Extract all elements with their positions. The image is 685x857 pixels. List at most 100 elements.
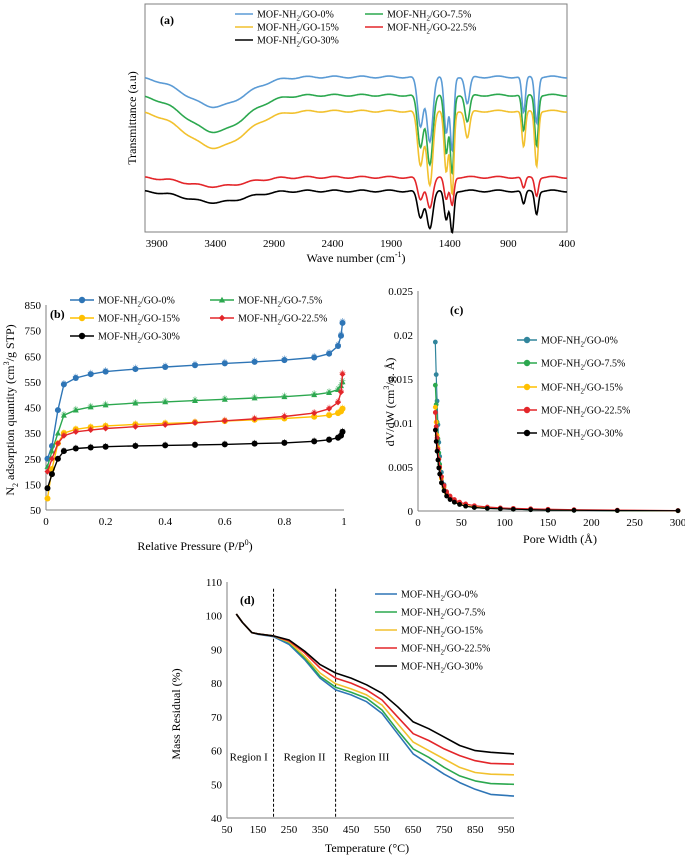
- legend-entry: MOF-NH2/GO-0%: [517, 336, 618, 349]
- data-point: [484, 505, 490, 511]
- series-line: [434, 429, 679, 512]
- data-point: [221, 360, 228, 367]
- x-axis-label-c: Pore Width (Å): [523, 532, 597, 546]
- data-point: [221, 417, 228, 424]
- data-point: [44, 485, 51, 492]
- data-point: [523, 336, 531, 344]
- data-point: [434, 448, 440, 454]
- data-point: [102, 425, 109, 432]
- data-point: [463, 503, 469, 509]
- data-point: [48, 471, 55, 478]
- data-point: [338, 332, 345, 339]
- legend-entry: MOF-NH2/GO-15%: [375, 626, 483, 639]
- chart-b: (b) N2 adsorption quantity (cm3/g STP) R…: [2, 296, 347, 554]
- data-point: [48, 455, 55, 462]
- y-tick-label: 150: [25, 479, 42, 491]
- y-tick-label: 50: [30, 505, 42, 517]
- legend-entry: MOF-NH2/GO-15%: [517, 383, 623, 396]
- data-point: [432, 427, 438, 433]
- x-tick-label: 3400: [204, 238, 227, 250]
- series-line: [235, 613, 515, 755]
- series-line: [144, 109, 567, 197]
- data-point: [311, 354, 318, 361]
- data-point: [78, 314, 86, 322]
- data-point: [102, 401, 109, 408]
- legend-label: MOF-NH2/GO-0%: [98, 296, 175, 309]
- data-point: [523, 383, 531, 391]
- legend-label: MOF-NH2/GO-22.5%: [387, 23, 476, 36]
- data-point: [497, 506, 503, 512]
- data-point: [87, 444, 94, 451]
- data-point: [339, 405, 346, 412]
- data-point: [44, 495, 51, 502]
- data-point: [72, 375, 79, 382]
- data-point: [326, 350, 333, 357]
- data-point: [435, 457, 441, 463]
- x-tick-label: 750: [436, 824, 453, 836]
- y-axis-label-c: dV/dW (cm3/g. Å): [382, 358, 397, 447]
- x-tick-label: 0: [415, 517, 421, 529]
- data-point: [162, 364, 169, 371]
- legend-entry: MOF-NH2/GO-0%: [375, 590, 478, 603]
- data-point: [54, 440, 61, 447]
- data-point: [326, 412, 333, 419]
- legend-label: MOF-NH2/GO-30%: [541, 429, 623, 442]
- x-tick-label: 150: [250, 824, 267, 836]
- x-tick-label: 650: [405, 824, 422, 836]
- data-point: [338, 389, 345, 396]
- legend-entry: MOF-NH2/GO-30%: [517, 429, 623, 442]
- data-point: [87, 371, 94, 378]
- data-point: [311, 438, 318, 445]
- data-point: [132, 400, 139, 406]
- x-tick-label: 450: [343, 824, 360, 836]
- data-point: [311, 391, 318, 398]
- legend-entry: MOF-NH2/GO-15%: [235, 23, 339, 36]
- y-tick-label: 0.015: [388, 374, 413, 386]
- x-tick-label: 150: [540, 517, 557, 529]
- data-point: [72, 445, 79, 452]
- data-point: [60, 448, 67, 455]
- data-point: [162, 421, 169, 428]
- data-point: [523, 359, 531, 367]
- data-point: [54, 455, 61, 462]
- legend-entry: MOF-NH2/GO-22.5%: [365, 23, 476, 36]
- data-point: [433, 439, 439, 444]
- x-tick-label: 0.2: [99, 516, 113, 528]
- x-tick-label: 0.6: [218, 516, 232, 528]
- data-point: [251, 358, 258, 365]
- data-point: [281, 393, 288, 400]
- x-tick-label: 0: [43, 516, 49, 528]
- data-point: [311, 410, 318, 417]
- data-point: [102, 368, 109, 375]
- legend-label: MOF-NH2/GO-22.5%: [541, 406, 630, 419]
- data-point: [614, 508, 620, 513]
- data-point: [433, 372, 439, 377]
- legend-label: MOF-NH2/GO-22.5%: [401, 644, 490, 657]
- y-tick-label: 550: [25, 377, 42, 389]
- x-tick-label: 550: [374, 824, 391, 836]
- plot-frame-a: [144, 3, 568, 233]
- y-tick-label: 750: [25, 326, 42, 338]
- legend-label: MOF-NH2/GO-0%: [401, 590, 478, 603]
- data-point: [545, 507, 551, 513]
- panel-label-d: (d): [240, 593, 255, 607]
- data-point: [447, 497, 453, 502]
- x-tick-label: 950: [498, 824, 515, 836]
- data-point: [78, 296, 86, 304]
- y-tick-label: 0: [408, 506, 414, 518]
- x-tick-label: 0.8: [278, 516, 292, 528]
- x-tick-label: 50: [222, 824, 234, 836]
- data-point: [523, 429, 531, 437]
- data-point: [447, 493, 453, 499]
- series-line: [46, 431, 344, 489]
- legend-label: MOF-NH2/GO-7.5%: [238, 296, 322, 309]
- data-point: [523, 406, 531, 414]
- x-tick-label: 400: [559, 238, 576, 250]
- y-tick-label: 650: [25, 351, 42, 363]
- data-point: [162, 442, 169, 449]
- region-label: Region III: [344, 752, 390, 764]
- data-point: [60, 381, 67, 388]
- x-tick-label: 850: [467, 824, 484, 836]
- data-point: [54, 430, 61, 436]
